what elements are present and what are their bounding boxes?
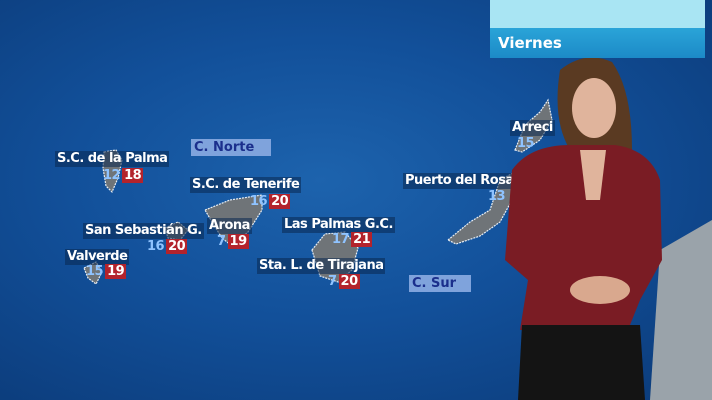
min-temp: 7 xyxy=(217,234,226,249)
city-label: Puerto del Rosar xyxy=(403,173,522,189)
city-label: Valverde xyxy=(65,249,130,265)
min-temp: 15 xyxy=(517,136,535,151)
max-temp: 20 xyxy=(338,274,360,289)
day-label: Viernes xyxy=(498,34,562,52)
min-temp: 13 xyxy=(488,189,506,204)
min-temp: 7 xyxy=(328,274,337,289)
city-temps: 17 21 xyxy=(330,232,373,247)
max-temp: 18 xyxy=(122,168,144,183)
land-edge xyxy=(650,220,712,400)
city-label: S.C. de la Palma xyxy=(55,151,170,167)
city-temps: 16 20 xyxy=(145,239,188,254)
city-temps: 13 xyxy=(486,189,507,204)
max-temp: 20 xyxy=(269,194,291,209)
city-temps: 7 19 xyxy=(215,234,249,249)
city-label: Sta. L. de Tirajana xyxy=(257,258,386,274)
max-temp: 19 xyxy=(105,264,127,279)
max-temp: 19 xyxy=(227,234,249,249)
island-el-hierro xyxy=(83,261,103,285)
city-temps: 16 20 xyxy=(248,194,291,209)
city-temps: 15 xyxy=(515,136,536,151)
min-temp: 15 xyxy=(86,264,104,279)
min-temp: 16 xyxy=(250,194,268,209)
min-temp: 12 xyxy=(103,168,121,183)
city-label: San Sebastián G. xyxy=(83,223,204,239)
min-temp: 16 xyxy=(147,239,165,254)
city-label: S.C. de Tenerife xyxy=(190,177,302,193)
max-temp: 20 xyxy=(166,239,188,254)
zone-south-label: C. Sur xyxy=(409,275,471,292)
min-temp: 17 xyxy=(332,232,350,247)
city-temps: 15 19 xyxy=(84,264,127,279)
zone-north-label: C. Norte xyxy=(191,139,271,156)
max-temp: 21 xyxy=(351,232,373,247)
city-temps: 12 18 xyxy=(101,168,144,183)
city-temps: 7 20 xyxy=(326,274,360,289)
day-banner: Viernes xyxy=(490,0,705,58)
city-label: Las Palmas G.C. xyxy=(282,217,395,233)
city-label: Arreci xyxy=(510,120,555,136)
city-label: Arona xyxy=(207,218,252,234)
